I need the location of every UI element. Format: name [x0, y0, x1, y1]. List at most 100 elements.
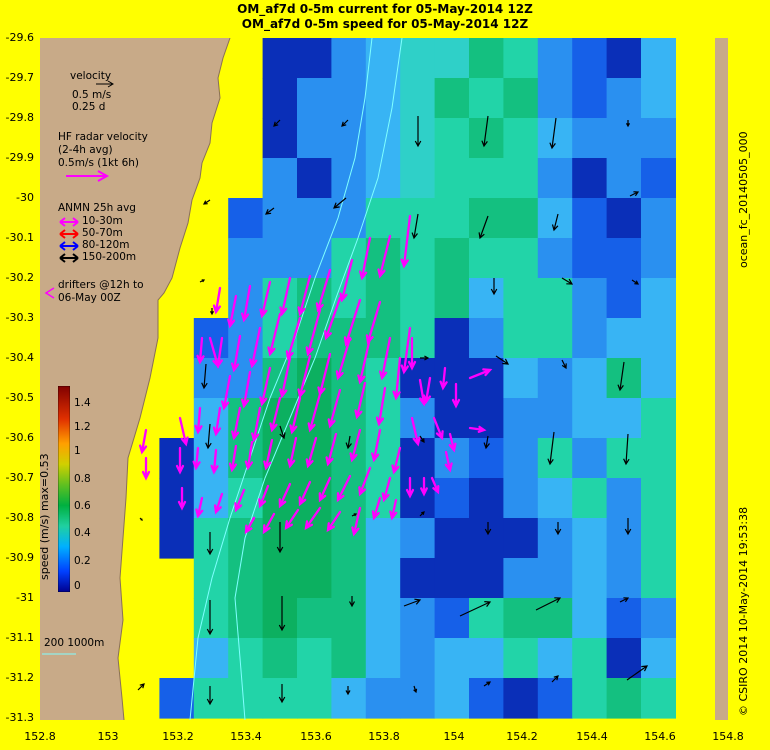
speed-cell: [572, 38, 608, 79]
anmn-legend-label: 10-30m: [82, 215, 123, 227]
speed-cell: [400, 278, 436, 319]
x-tick: 153.8: [368, 730, 400, 743]
speed-cell: [434, 358, 470, 399]
hf-radar-arrow: [358, 466, 372, 497]
model-current-arrow: [137, 683, 145, 691]
speed-cell: [537, 318, 573, 359]
speed-cell: [400, 478, 436, 519]
x-tick: 154.2: [506, 730, 538, 743]
speed-cell: [537, 238, 573, 279]
anmn-legend-label: 150-200m: [82, 251, 137, 263]
hf-radar-arrow: [326, 510, 342, 533]
model-current-arrow: [419, 511, 425, 517]
speed-cell: [228, 678, 264, 719]
speed-cell: [262, 38, 298, 79]
hf-radar-arrow: [400, 326, 412, 375]
speed-cell: [469, 638, 504, 679]
speed-cell: [537, 278, 573, 319]
speed-cell: [365, 278, 401, 319]
hf-radar-arrow: [196, 336, 205, 365]
velocity-legend-label: velocity: [70, 70, 112, 82]
model-current-arrow: [202, 199, 211, 205]
hf-radar-arrow: [194, 406, 203, 435]
model-current-arrow: [535, 597, 562, 611]
y-tick: -30.8: [5, 511, 34, 524]
model-current-arrow: [617, 361, 625, 392]
coastline-edge: [117, 38, 231, 720]
hf-radar-arrow: [354, 381, 367, 420]
hf-radar-arrow: [371, 496, 382, 521]
model-current-arrow: [419, 435, 425, 444]
speed-cell: [297, 638, 332, 679]
drifters-legend-line2: 06-May 00Z: [58, 292, 121, 304]
y-tick: -29.7: [5, 71, 34, 84]
x-tick: 154: [443, 730, 465, 743]
speed-cell: [297, 518, 332, 559]
speed-cell: [297, 238, 332, 279]
speed-cell: [331, 278, 367, 319]
speed-cell: [331, 478, 367, 519]
model-current-arrow: [495, 355, 510, 365]
model-current-arrow: [629, 191, 640, 197]
speed-cell: [297, 398, 332, 439]
model-current-arrow: [624, 518, 632, 536]
speed-cell: [434, 318, 470, 359]
colorbar-tick: 1.4: [74, 397, 91, 409]
speed-cell: [606, 638, 642, 679]
hf-radar-arrow: [432, 416, 444, 441]
speed-cell: [469, 78, 504, 119]
speed-cell: [434, 558, 470, 599]
model-current-arrow: [139, 517, 143, 521]
speed-cell: [572, 638, 608, 679]
speed-cell: [572, 158, 608, 199]
speed-cell: [434, 518, 470, 559]
hf-radar-arrow: [279, 356, 292, 399]
speed-cell: [641, 118, 676, 159]
model-current-arrow: [554, 522, 562, 536]
hf-radar-vectors: [138, 214, 493, 537]
speed-cell: [262, 598, 298, 639]
velocity-scale-arrow-icon: [96, 80, 114, 88]
speed-cell: [297, 118, 332, 159]
speed-cell: [537, 518, 573, 559]
speed-cell: [469, 198, 504, 239]
speed-cell: [262, 558, 298, 599]
hf-radar-arrow: [231, 406, 242, 441]
drifter-marker-icon: [44, 287, 55, 299]
model-current-arrow: [265, 207, 275, 215]
hf-radar-arrow: [377, 234, 392, 279]
model-current-arrow: [205, 423, 212, 450]
hf-radar-arrow: [212, 286, 222, 315]
speed-cell: [331, 558, 367, 599]
hf-radar-arrow: [297, 354, 312, 399]
hf-radar-arrow: [339, 258, 354, 303]
speed-cell: [400, 318, 436, 359]
speed-cell: [228, 478, 264, 519]
model-current-arrow: [551, 213, 559, 232]
speed-cell: [400, 78, 436, 119]
model-current-arrow: [484, 522, 492, 536]
y-tick: -30.1: [5, 231, 34, 244]
speed-cell: [193, 638, 229, 679]
model-current-arrow: [561, 359, 567, 370]
speed-cell: [469, 518, 504, 559]
speed-cell: [159, 518, 195, 559]
y-tick: -30.7: [5, 471, 34, 484]
speed-cell: [641, 158, 676, 199]
speed-cell: [606, 678, 642, 719]
speed-cell: [641, 518, 676, 559]
hf-radar-arrow: [221, 374, 232, 411]
speed-cell: [297, 678, 332, 719]
speed-cell: [193, 558, 229, 599]
hf-radar-arrow: [141, 456, 151, 481]
speed-cell: [641, 598, 676, 639]
speed-cell: [641, 238, 676, 279]
x-tick: 153.2: [162, 730, 194, 743]
hf-radar-arrow: [262, 512, 276, 535]
hf-radar-arrow: [318, 476, 332, 503]
model-current-arrow: [625, 120, 631, 128]
speed-cell: [469, 278, 504, 319]
speed-cell: [434, 158, 470, 199]
speed-cell: [400, 638, 436, 679]
speed-cell: [400, 678, 436, 719]
